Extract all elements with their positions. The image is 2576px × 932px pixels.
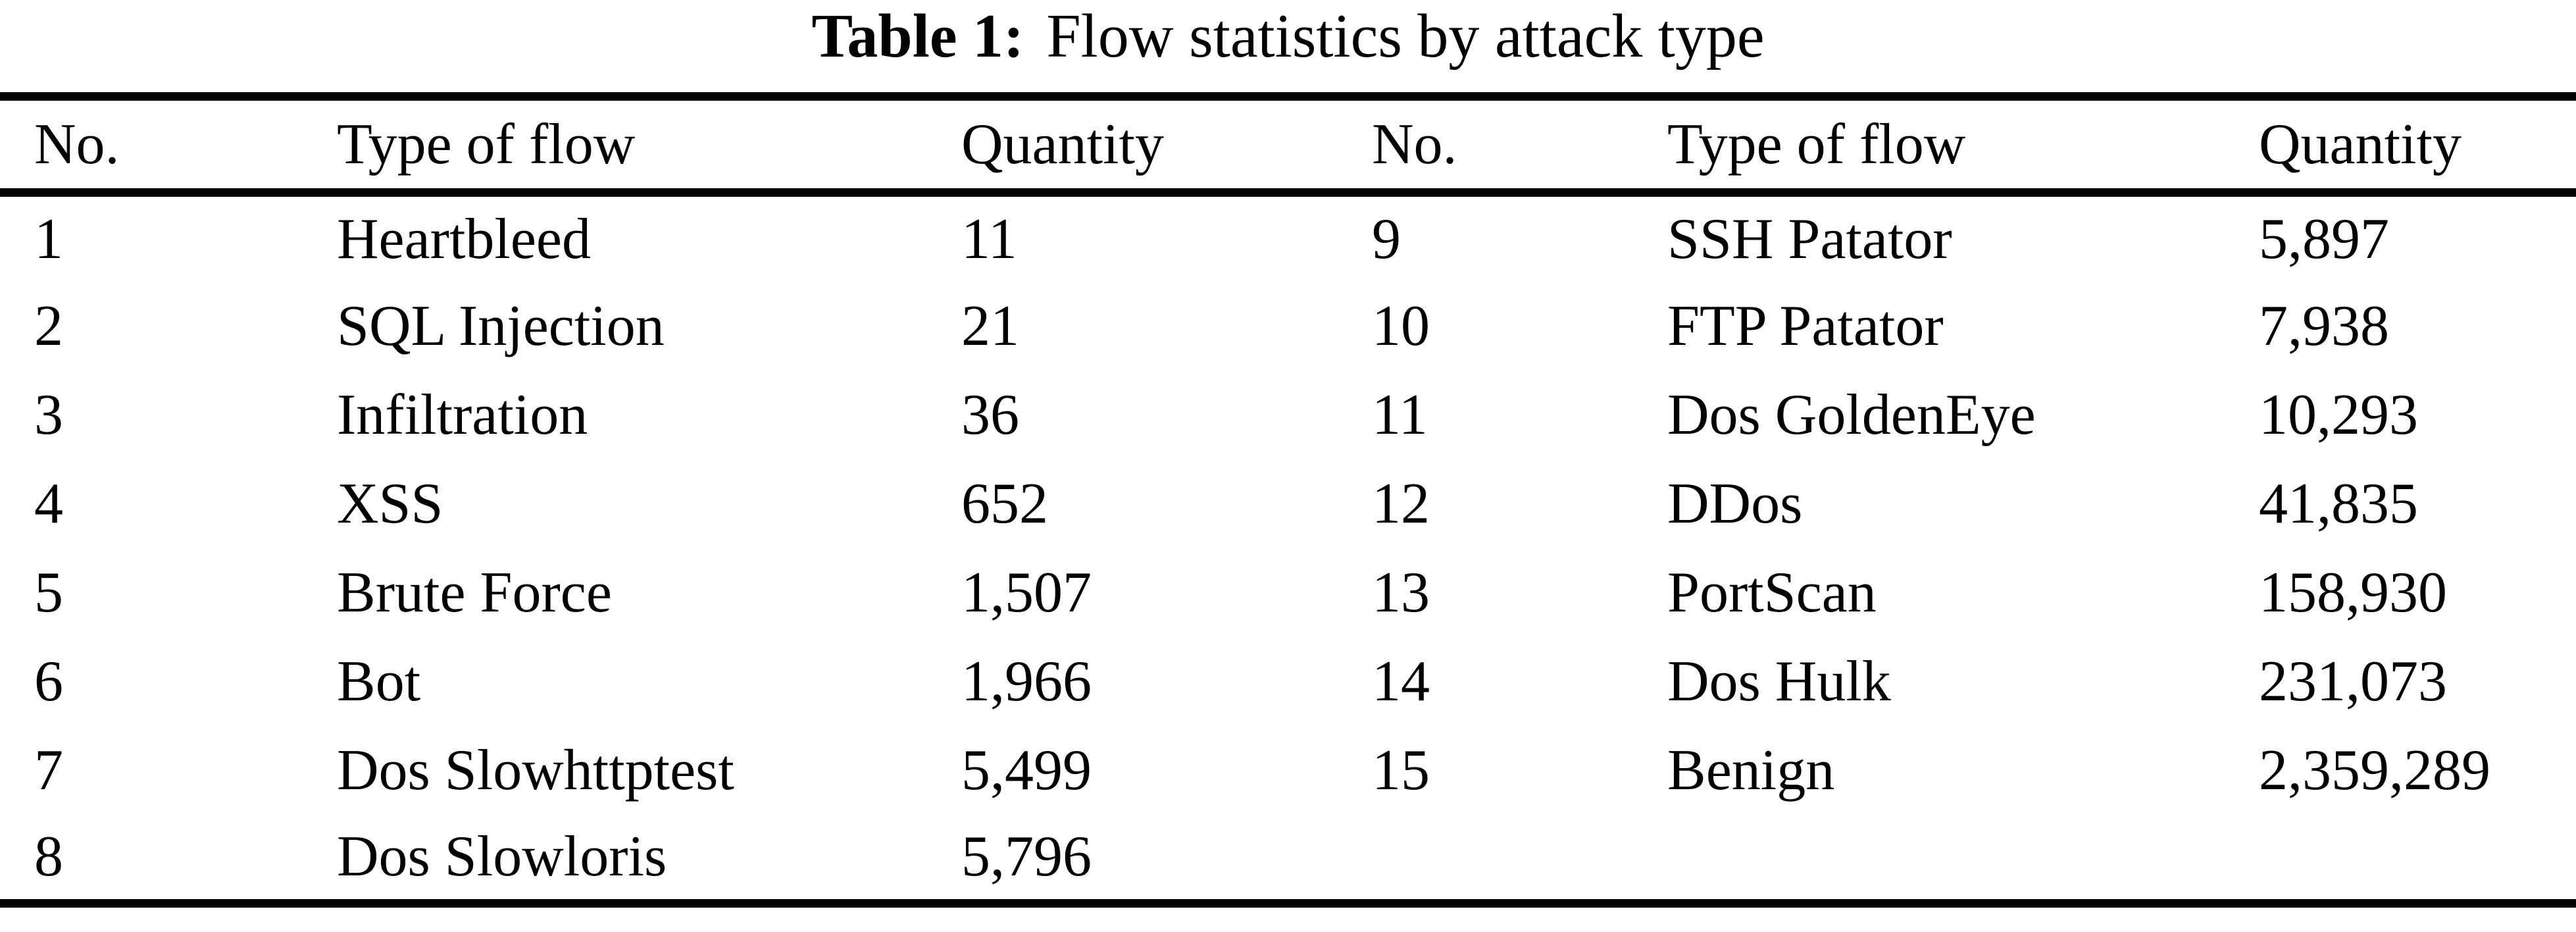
table-caption: Table 1: Flow statistics by attack type	[0, 0, 2576, 92]
cell-qty: 7,938	[2259, 294, 2389, 358]
cell-qty: 10,293	[2259, 382, 2418, 447]
table-row: 7 Dos Slowhttptest 5,499 15 Benign 2,359…	[0, 726, 2576, 815]
cell-type: Dos GoldenEye	[1667, 382, 2036, 447]
cell-no: 5	[34, 560, 63, 625]
table-row: 8 Dos Slowloris 5,796	[0, 815, 2576, 904]
cell-no: 11	[1372, 382, 1428, 447]
flow-statistics-table: No. Type of flow Quantity No. Type of fl…	[0, 92, 2576, 908]
cell-qty: 41,835	[2259, 471, 2418, 536]
cell-no: 6	[34, 649, 63, 713]
cell-no: 14	[1372, 649, 1430, 713]
cell-no: 15	[1372, 738, 1430, 802]
cell-type: Dos Slowloris	[337, 825, 667, 889]
cell-qty: 1,966	[961, 649, 1092, 713]
cell-type: Dos Hulk	[1667, 649, 1891, 713]
header-no-right: No.	[1372, 113, 1457, 176]
cell-type: Heartbleed	[337, 207, 591, 271]
cell-no: 7	[34, 738, 63, 802]
cell-type: Benign	[1667, 738, 1835, 802]
cell-type: Dos Slowhttptest	[337, 738, 734, 802]
header-type-left: Type of flow	[337, 113, 636, 176]
header-qty-right: Quantity	[2259, 113, 2462, 176]
cell-no: 13	[1372, 560, 1430, 625]
header-no-left: No.	[34, 113, 120, 176]
cell-qty: 21	[961, 294, 1019, 358]
cell-qty: 5,897	[2259, 207, 2389, 271]
cell-type: SQL Injection	[337, 294, 665, 358]
cell-no: 3	[34, 382, 63, 447]
table-caption-text: Flow statistics by attack type	[1046, 2, 1765, 70]
table-row: 4 XSS 652 12 DDos 41,835	[0, 459, 2576, 548]
cell-qty: 652	[961, 471, 1048, 536]
table-row: 3 Infiltration 36 11 Dos GoldenEye 10,29…	[0, 371, 2576, 459]
cell-type: PortScan	[1667, 560, 1877, 625]
table-header: No. Type of flow Quantity No. Type of fl…	[0, 97, 2576, 193]
table-caption-label: Table 1:	[811, 2, 1024, 70]
cell-qty: 1,507	[961, 560, 1092, 625]
cell-qty: 36	[961, 382, 1019, 447]
cell-no: 8	[34, 825, 63, 889]
cell-no: 10	[1372, 294, 1430, 358]
cell-qty	[2259, 815, 2576, 904]
table-body: 1 Heartbleed 11 9 SSH Patator 5,897 2 SQ…	[0, 193, 2576, 904]
cell-type: Brute Force	[337, 560, 612, 625]
cell-type	[1667, 815, 2259, 904]
cell-type: XSS	[337, 471, 443, 536]
table-row: 2 SQL Injection 21 10 FTP Patator 7,938	[0, 282, 2576, 371]
cell-no: 9	[1372, 207, 1401, 271]
header-row: No. Type of flow Quantity No. Type of fl…	[0, 97, 2576, 193]
header-qty-left: Quantity	[961, 113, 1164, 176]
cell-type: SSH Patator	[1667, 207, 1952, 271]
table-row: 1 Heartbleed 11 9 SSH Patator 5,897	[0, 193, 2576, 282]
cell-no: 12	[1372, 471, 1430, 536]
cell-type: Bot	[337, 649, 421, 713]
cell-type: Infiltration	[337, 382, 588, 447]
cell-qty: 5,499	[961, 738, 1092, 802]
cell-qty: 231,073	[2259, 649, 2447, 713]
cell-qty: 2,359,289	[2259, 738, 2490, 802]
cell-qty: 11	[961, 207, 1017, 271]
cell-no: 4	[34, 471, 63, 536]
header-type-right: Type of flow	[1667, 113, 1966, 176]
cell-no: 2	[34, 294, 63, 358]
cell-type: FTP Patator	[1667, 294, 1944, 358]
cell-no: 1	[34, 207, 63, 271]
cell-no	[1372, 815, 1667, 904]
cell-qty: 5,796	[961, 825, 1092, 889]
table-row: 5 Brute Force 1,507 13 PortScan 158,930	[0, 548, 2576, 637]
cell-qty: 158,930	[2259, 560, 2447, 625]
cell-type: DDos	[1667, 471, 1803, 536]
table-row: 6 Bot 1,966 14 Dos Hulk 231,073	[0, 637, 2576, 726]
